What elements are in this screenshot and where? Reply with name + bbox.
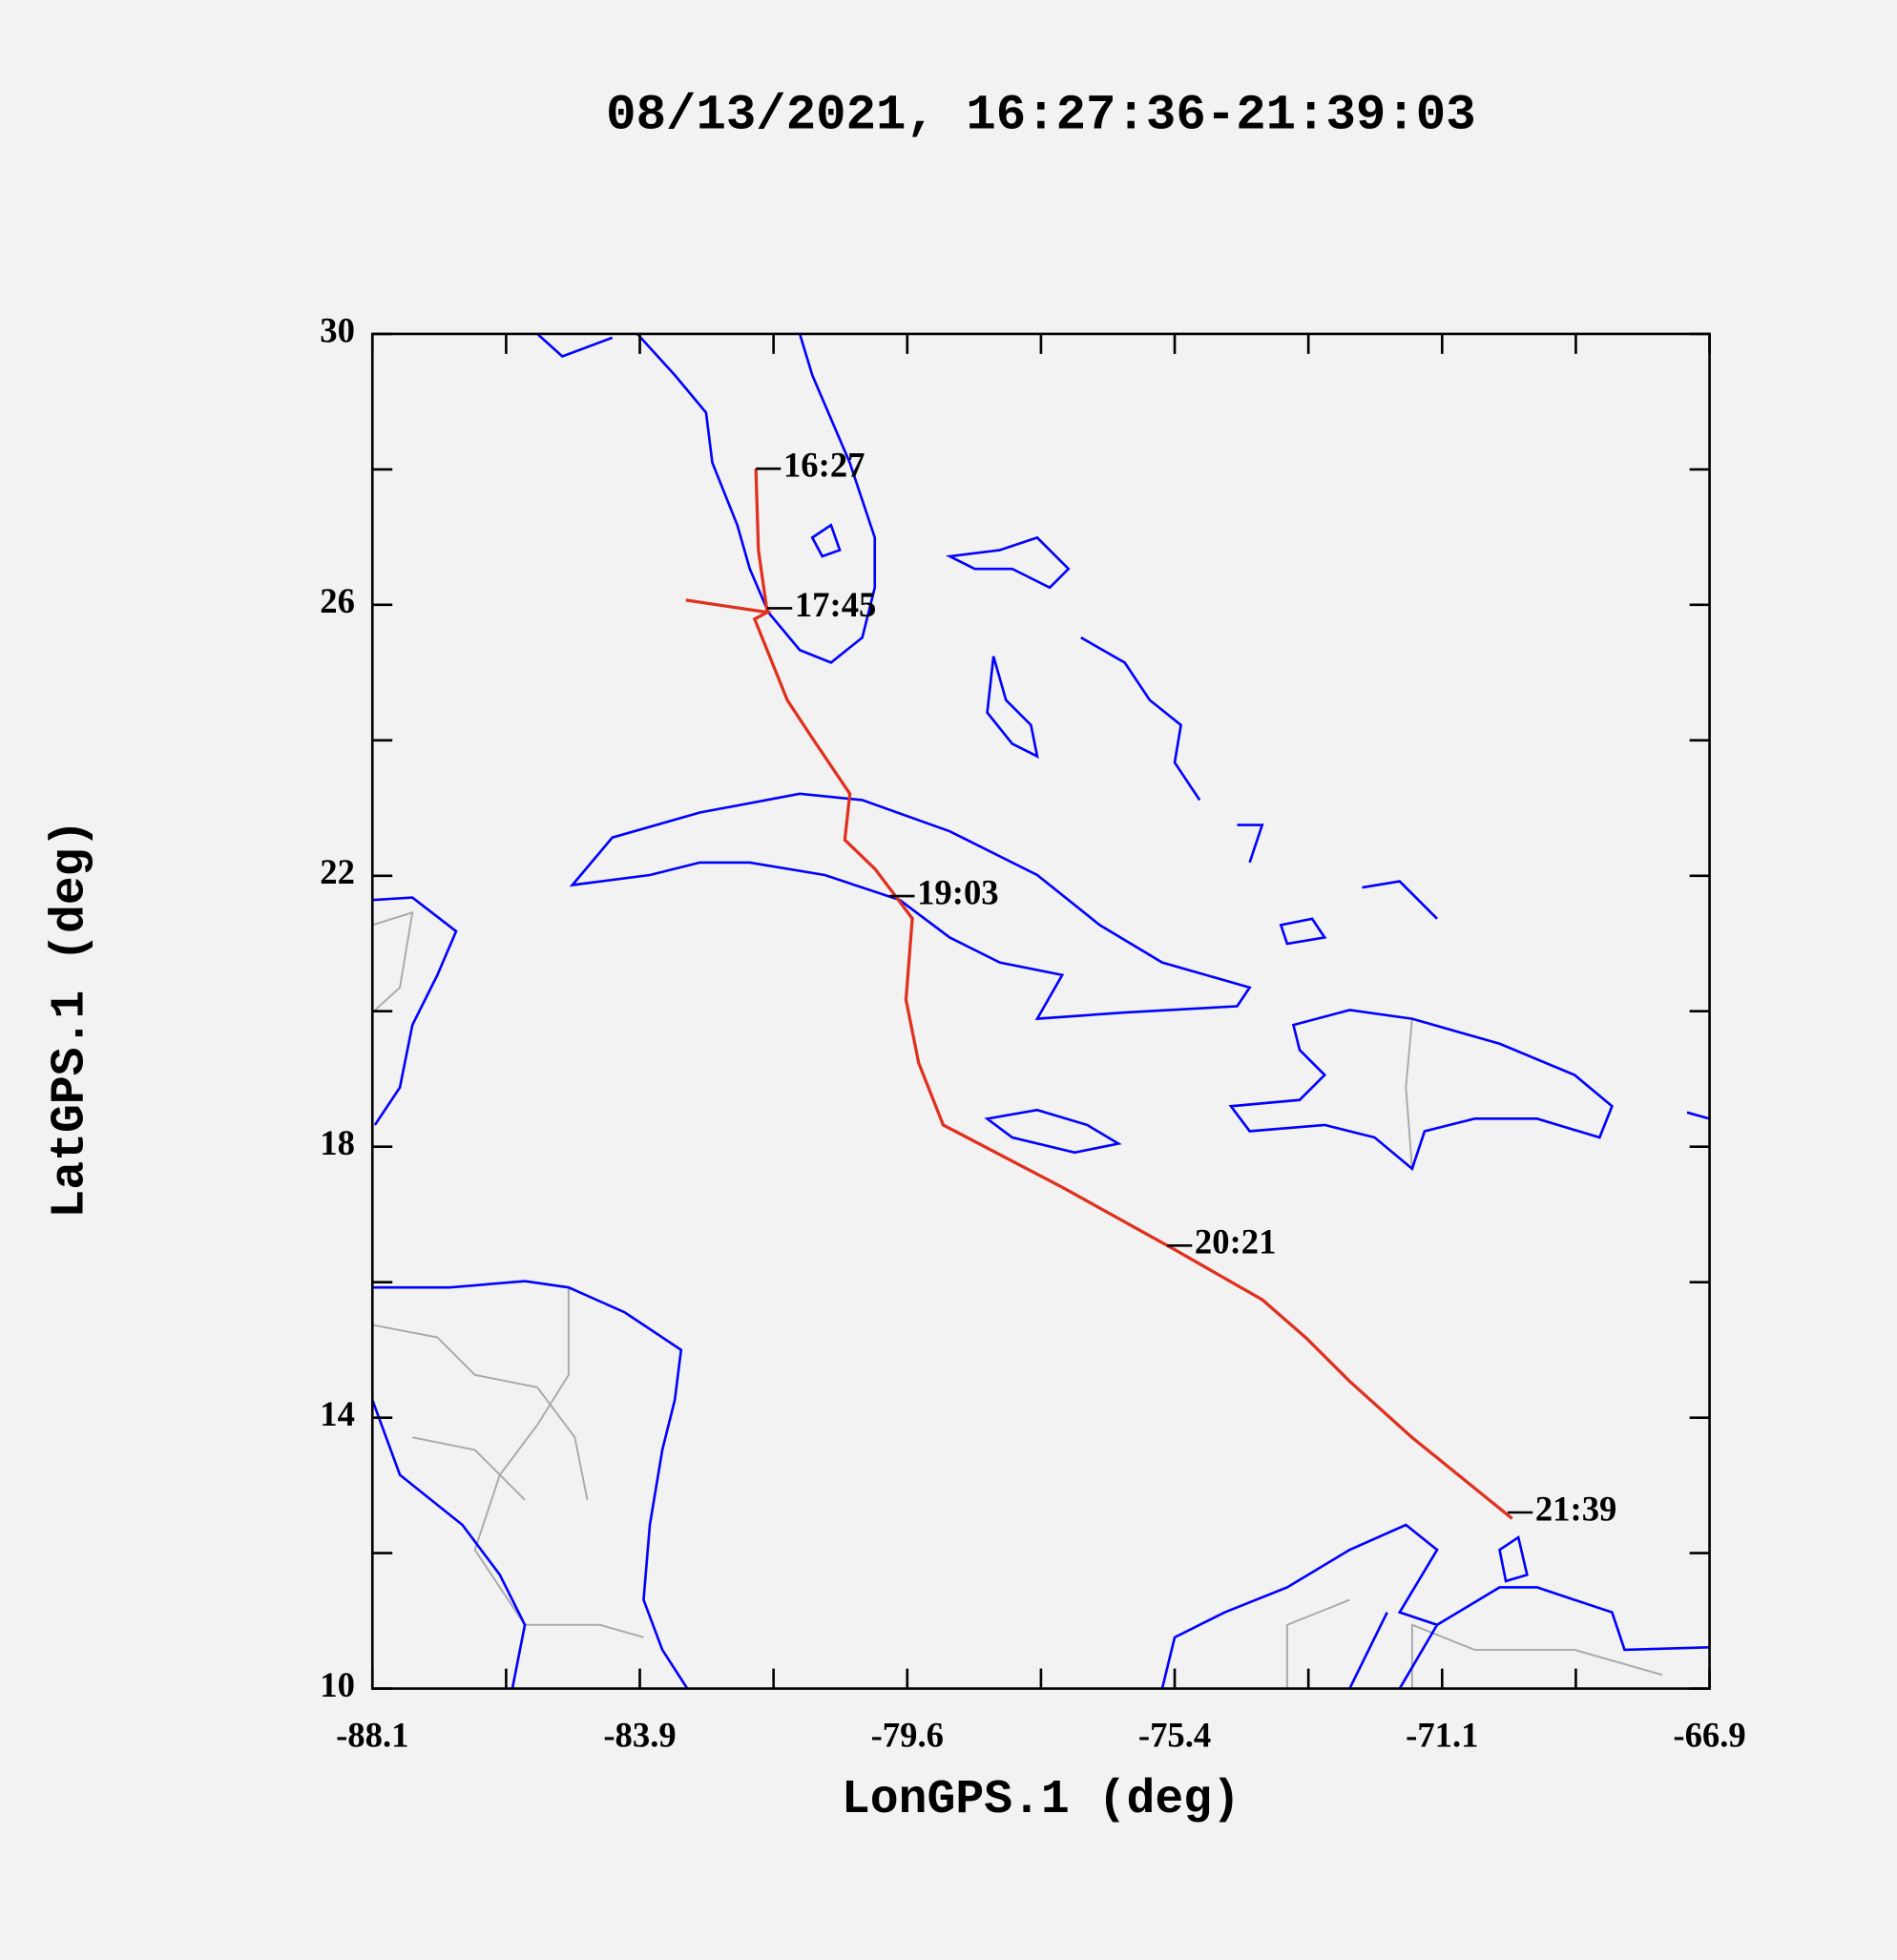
time-label: 16:27 bbox=[783, 446, 865, 485]
y-tick-label: 26 bbox=[320, 581, 355, 620]
x-tick-label: -83.9 bbox=[603, 1715, 676, 1754]
y-tick-label: 30 bbox=[320, 310, 355, 349]
coastline bbox=[372, 333, 1710, 1689]
country-borders bbox=[372, 910, 1663, 1689]
time-label: 21:39 bbox=[1535, 1489, 1617, 1528]
x-tick-label: -88.1 bbox=[336, 1715, 408, 1754]
time-label: 17:45 bbox=[795, 585, 877, 624]
y-tick-label: 18 bbox=[320, 1123, 355, 1162]
x-tick-label: -75.4 bbox=[1138, 1715, 1211, 1754]
y-tick-label: 14 bbox=[320, 1394, 355, 1433]
y-tick-label: 22 bbox=[320, 852, 355, 891]
x-axis-title: LonGPS.1 (deg) bbox=[842, 1773, 1240, 1826]
x-tick-label: -71.1 bbox=[1406, 1715, 1478, 1754]
y-tick-label: 10 bbox=[320, 1665, 355, 1704]
time-label: 19:03 bbox=[917, 872, 999, 911]
chart-title: 08/13/2021, 16:27:36-21:39:03 bbox=[606, 87, 1475, 144]
time-label: 20:21 bbox=[1195, 1222, 1277, 1261]
y-axis-title: LatGPS.1 (deg) bbox=[43, 820, 96, 1219]
x-tick-label: -79.6 bbox=[871, 1715, 944, 1754]
flight-track bbox=[685, 469, 1513, 1520]
map bbox=[372, 333, 1710, 1689]
plot-frame bbox=[370, 332, 1711, 1690]
x-tick-label: -66.9 bbox=[1673, 1715, 1745, 1754]
